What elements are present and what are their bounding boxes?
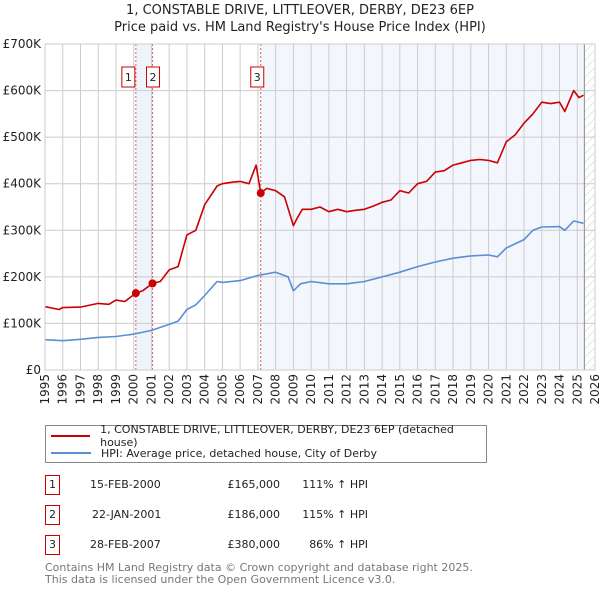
footer-licence: This data is licensed under the Open Gov…: [45, 573, 396, 586]
y-tick-label: £100K: [3, 316, 43, 330]
price-chart: 1995 1996 1997 1998 1999 2000 2001 2002 2003 2004…: [3, 37, 600, 405]
sale-price: £186,000: [227, 508, 281, 521]
y-tick-label: £400K: [3, 177, 43, 191]
x-tick-label: 2011: [322, 374, 336, 405]
chart-title: 1, CONSTABLE DRIVE, LITTLEOVER, DERBY, D…: [126, 3, 474, 18]
forecast-hatch: [584, 44, 595, 370]
x-tick-label: 2021: [499, 374, 513, 405]
ownership-shade: [135, 44, 153, 370]
chart-subtitle: Price paid vs. HM Land Registry's House …: [114, 20, 486, 35]
sale-date: 28-FEB-2007: [90, 538, 161, 551]
x-tick-label: 2012: [340, 374, 354, 405]
y-tick-label: £700K: [3, 37, 43, 51]
x-tick-label: 2022: [517, 374, 531, 405]
x-tick-label: 2026: [588, 374, 600, 405]
sale-price: £380,000: [227, 538, 281, 551]
y-tick-label: £200K: [3, 270, 43, 284]
x-tick-label: 2025: [570, 374, 584, 405]
sale-point: [256, 189, 265, 198]
sale-date: 15-FEB-2000: [90, 478, 161, 491]
x-tick-label: 2023: [535, 374, 549, 405]
table-row: 1 15-FEB-2000 £165,000 111% ↑ HPI: [45, 475, 445, 495]
sale-badge: [121, 66, 136, 88]
x-tick-label: 2002: [162, 374, 176, 405]
sale-marker-badge: 1: [45, 475, 60, 495]
x-tick-label: 2020: [482, 374, 496, 405]
legend-item-property: 1, CONSTABLE DRIVE, LITTLEOVER, DERBY, D…: [46, 423, 486, 449]
sale-point: [148, 279, 157, 288]
y-tick-label: £0: [26, 363, 41, 377]
x-tick-label: 2016: [411, 374, 425, 405]
x-tick-label: 2015: [393, 374, 407, 405]
table-row: 2 22-JAN-2001 £186,000 115% ↑ HPI: [45, 505, 445, 525]
x-tick-label: 1999: [109, 374, 123, 405]
x-tick-label: 2018: [446, 374, 460, 405]
sale-badge-label: 1: [125, 71, 132, 84]
sale-hpi-change: 86% ↑ HPI: [309, 538, 368, 551]
y-tick-label: £600K: [3, 84, 43, 98]
y-tick-label: £500K: [3, 130, 43, 144]
x-tick-label: 2000: [127, 374, 141, 405]
x-tick-label: 2008: [269, 374, 283, 405]
sale-price: £165,000: [227, 478, 281, 491]
y-tick-label: £300K: [3, 223, 43, 237]
sale-badge-label: 3: [254, 71, 261, 84]
x-tick-label: 1996: [56, 374, 70, 405]
x-tick-label: 2001: [144, 374, 158, 405]
sale-marker-badge: 2: [45, 505, 60, 525]
x-tick-label: 2006: [233, 374, 247, 405]
legend: 1, CONSTABLE DRIVE, LITTLEOVER, DERBY, D…: [45, 423, 487, 463]
sale-hpi-change: 115% ↑ HPI: [302, 508, 368, 521]
x-tick-label: 2019: [464, 374, 478, 405]
x-tick-label: 2009: [286, 374, 300, 405]
x-tick-label: 1998: [91, 374, 105, 405]
footer-copyright: Contains HM Land Registry data © Crown c…: [45, 561, 473, 574]
sale-badge-label: 2: [150, 71, 157, 84]
legend-swatch-blue: [51, 452, 91, 454]
x-tick-label: 2003: [180, 374, 194, 405]
x-tick-label: 2005: [215, 374, 229, 405]
table-row: 3 28-FEB-2007 £380,000 86% ↑ HPI: [45, 535, 445, 555]
sale-hpi-change: 111% ↑ HPI: [302, 478, 368, 491]
x-tick-label: 2014: [375, 374, 389, 405]
sale-badge: [250, 66, 265, 88]
legend-swatch-red: [51, 435, 91, 437]
x-tick-label: 2013: [357, 374, 371, 405]
hpi-line: [44, 220, 584, 342]
plot-frame: [44, 43, 596, 371]
sale-marker-badge: 3: [45, 535, 60, 555]
x-tick-label: 2004: [198, 374, 212, 405]
x-tick-label: 2007: [251, 374, 265, 405]
legend-label-hpi: HPI: Average price, detached house, City…: [101, 446, 378, 460]
legend-item-hpi: HPI: Average price, detached house, City…: [46, 445, 377, 461]
x-tick-label: 1995: [38, 374, 52, 405]
x-tick-label: 2010: [304, 374, 318, 405]
sale-point: [131, 289, 140, 298]
sale-badge: [146, 66, 161, 88]
sale-date: 22-JAN-2001: [92, 508, 162, 521]
x-tick-label: 1997: [73, 374, 87, 405]
legend-label-property: 1, CONSTABLE DRIVE, LITTLEOVER, DERBY, D…: [100, 423, 454, 449]
ownership-shade: [260, 44, 585, 370]
x-tick-label: 2024: [553, 374, 567, 405]
x-tick-label: 2017: [428, 374, 442, 405]
